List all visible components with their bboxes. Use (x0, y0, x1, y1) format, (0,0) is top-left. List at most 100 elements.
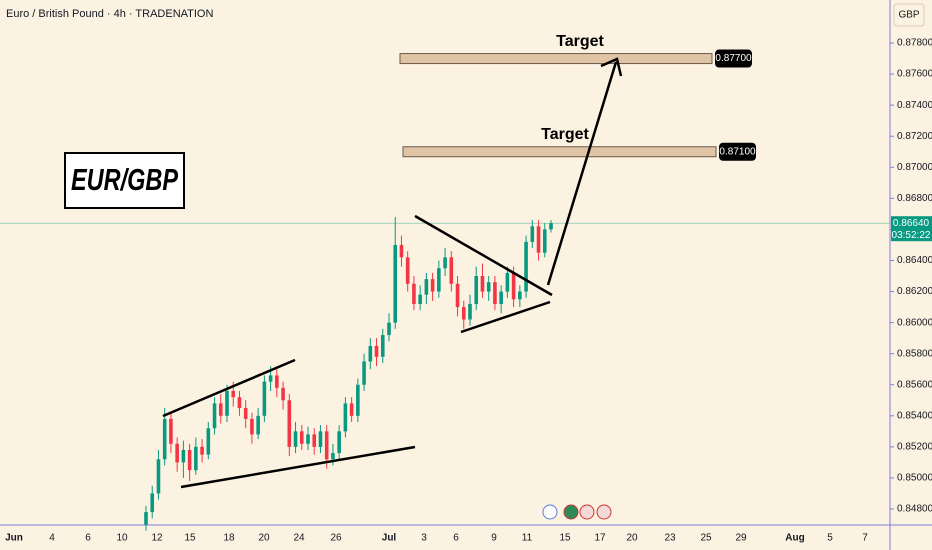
candle-body (474, 276, 479, 304)
candle-body (499, 291, 503, 304)
symbol-label: EUR/GBP (71, 162, 178, 197)
currency-box[interactable] (893, 3, 925, 27)
target-price-box (715, 49, 752, 68)
x-tick-label: 15 (559, 533, 571, 544)
y-tick-label: 0.85200 (897, 442, 932, 453)
x-tick-label: 18 (223, 533, 235, 544)
candle-body (218, 403, 223, 416)
candle-body (380, 335, 385, 357)
candle-body (393, 244, 398, 323)
candle-body (480, 276, 485, 292)
x-tick-label: 4 (49, 533, 55, 544)
candle-body (430, 279, 435, 292)
candle-body (231, 390, 236, 398)
candle-body (181, 449, 186, 463)
event-icon[interactable] (579, 504, 595, 520)
x-tick-label: Aug (785, 533, 804, 544)
countdown-label: 03:52:22 (892, 230, 931, 241)
candle-body (169, 418, 173, 444)
target-label: Target (541, 126, 589, 143)
candle-body (281, 387, 285, 401)
candle-body (530, 226, 535, 242)
candle-body (486, 282, 491, 292)
y-tick-label: 0.87400 (897, 100, 932, 111)
x-tick-label: 29 (735, 533, 747, 544)
candle-body (312, 434, 317, 447)
x-tick-label: 15 (184, 533, 196, 544)
candle-body (437, 268, 441, 292)
x-tick-label: 12 (151, 533, 163, 544)
x-tick-label: Jun (5, 533, 23, 544)
x-tick-label: 9 (491, 533, 497, 544)
candle-body (424, 279, 429, 295)
y-tick-label: 0.86200 (897, 286, 932, 297)
candle-body (156, 459, 161, 494)
candle-body (225, 390, 229, 416)
x-tick-label: 23 (664, 533, 676, 544)
y-tick-label: 0.87600 (897, 69, 932, 80)
x-tick-label: 7 (862, 533, 868, 544)
candle-body (518, 291, 522, 300)
target-price-label: 0.87700 (715, 53, 752, 64)
event-icon[interactable] (563, 504, 579, 520)
candle-body (399, 244, 404, 258)
candle-body (299, 431, 304, 444)
y-tick-label: 0.85000 (897, 473, 932, 484)
candle-body (542, 229, 547, 253)
candle-body (187, 449, 192, 471)
chart-title: Euro / British Pound · 4h · TRADENATION (6, 8, 213, 20)
candle-body (175, 443, 179, 463)
candle-body (418, 294, 422, 304)
y-tick-label: 0.84800 (897, 504, 932, 515)
candle-body (250, 418, 254, 435)
y-tick-label: 0.86800 (897, 193, 932, 204)
candle-body (293, 431, 298, 447)
candle-body (256, 415, 260, 435)
candle-body (243, 408, 248, 419)
x-tick-label: 3 (421, 533, 427, 544)
y-tick-label: 0.87800 (897, 38, 932, 49)
x-tick-label: 10 (116, 533, 128, 544)
candle-body (405, 257, 410, 284)
event-icon[interactable] (542, 504, 558, 520)
event-icons (542, 504, 612, 520)
x-tick-label: 24 (293, 533, 305, 544)
event-icon[interactable] (596, 504, 612, 520)
x-tick-label: 25 (700, 533, 712, 544)
candle-body (387, 322, 391, 336)
candle-body (443, 257, 447, 269)
candle-body (162, 418, 167, 460)
candle-body (287, 400, 292, 447)
candle-body (150, 493, 155, 513)
candle-body (318, 431, 323, 447)
candle-body (237, 397, 242, 409)
candle-body (374, 345, 379, 357)
x-tick-label: 11 (522, 533, 533, 544)
candle-body (200, 446, 204, 455)
candle-body (349, 403, 354, 416)
candle-body (306, 434, 310, 444)
arrow-head (600, 57, 623, 77)
candle-body (275, 375, 279, 388)
x-tick-label: 5 (827, 533, 833, 544)
target-zone (399, 53, 713, 65)
y-tick-label: 0.86400 (897, 255, 932, 266)
trendline (162, 358, 296, 418)
candle-body (337, 431, 341, 454)
candle-body (524, 241, 528, 292)
candle-body (449, 257, 454, 284)
x-tick-label: 17 (594, 533, 606, 544)
currency-label: GBP (898, 10, 919, 21)
target-price-label: 0.87100 (719, 146, 756, 157)
candle-body (412, 283, 416, 304)
candle-body (268, 375, 273, 382)
trendline (180, 445, 416, 489)
candle-body (362, 361, 366, 385)
candle-body (461, 307, 466, 320)
target-label: Target (556, 33, 604, 50)
candle-body (331, 453, 335, 460)
candle-body (356, 384, 360, 416)
trendline (414, 214, 553, 297)
